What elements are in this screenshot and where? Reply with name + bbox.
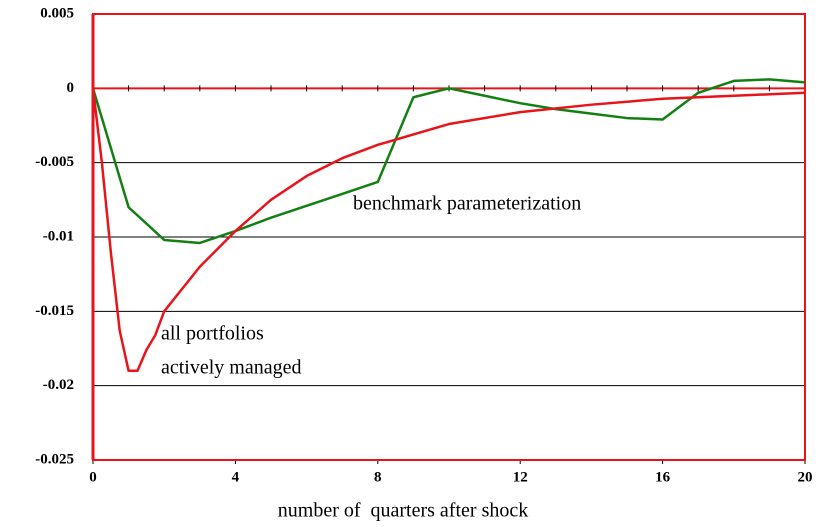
annotation: actively managed xyxy=(161,357,302,379)
y-tick-label: -0.015 xyxy=(35,303,74,319)
y-tick-label: -0.005 xyxy=(35,154,74,170)
annotation: all portfolios xyxy=(161,323,264,345)
x-tick-label: 12 xyxy=(513,469,528,485)
y-tick-label: -0.025 xyxy=(35,451,74,467)
x-tick-label: 8 xyxy=(374,469,382,485)
x-tick-label: 16 xyxy=(655,469,671,485)
x-tick-label: 4 xyxy=(232,469,240,485)
y-tick-label: -0.02 xyxy=(43,377,74,393)
y-tick-label: -0.01 xyxy=(43,228,74,244)
x-tick-label: 20 xyxy=(798,469,813,485)
series-line xyxy=(91,88,806,373)
y-tick-label: 0 xyxy=(67,80,75,96)
series-line xyxy=(91,78,806,245)
x-tick-label: 0 xyxy=(89,469,97,485)
x-axis-label: number of quarters after shock xyxy=(278,500,528,522)
annotation: benchmark parameterization xyxy=(353,193,581,215)
y-tick-label: 0.005 xyxy=(40,5,74,21)
